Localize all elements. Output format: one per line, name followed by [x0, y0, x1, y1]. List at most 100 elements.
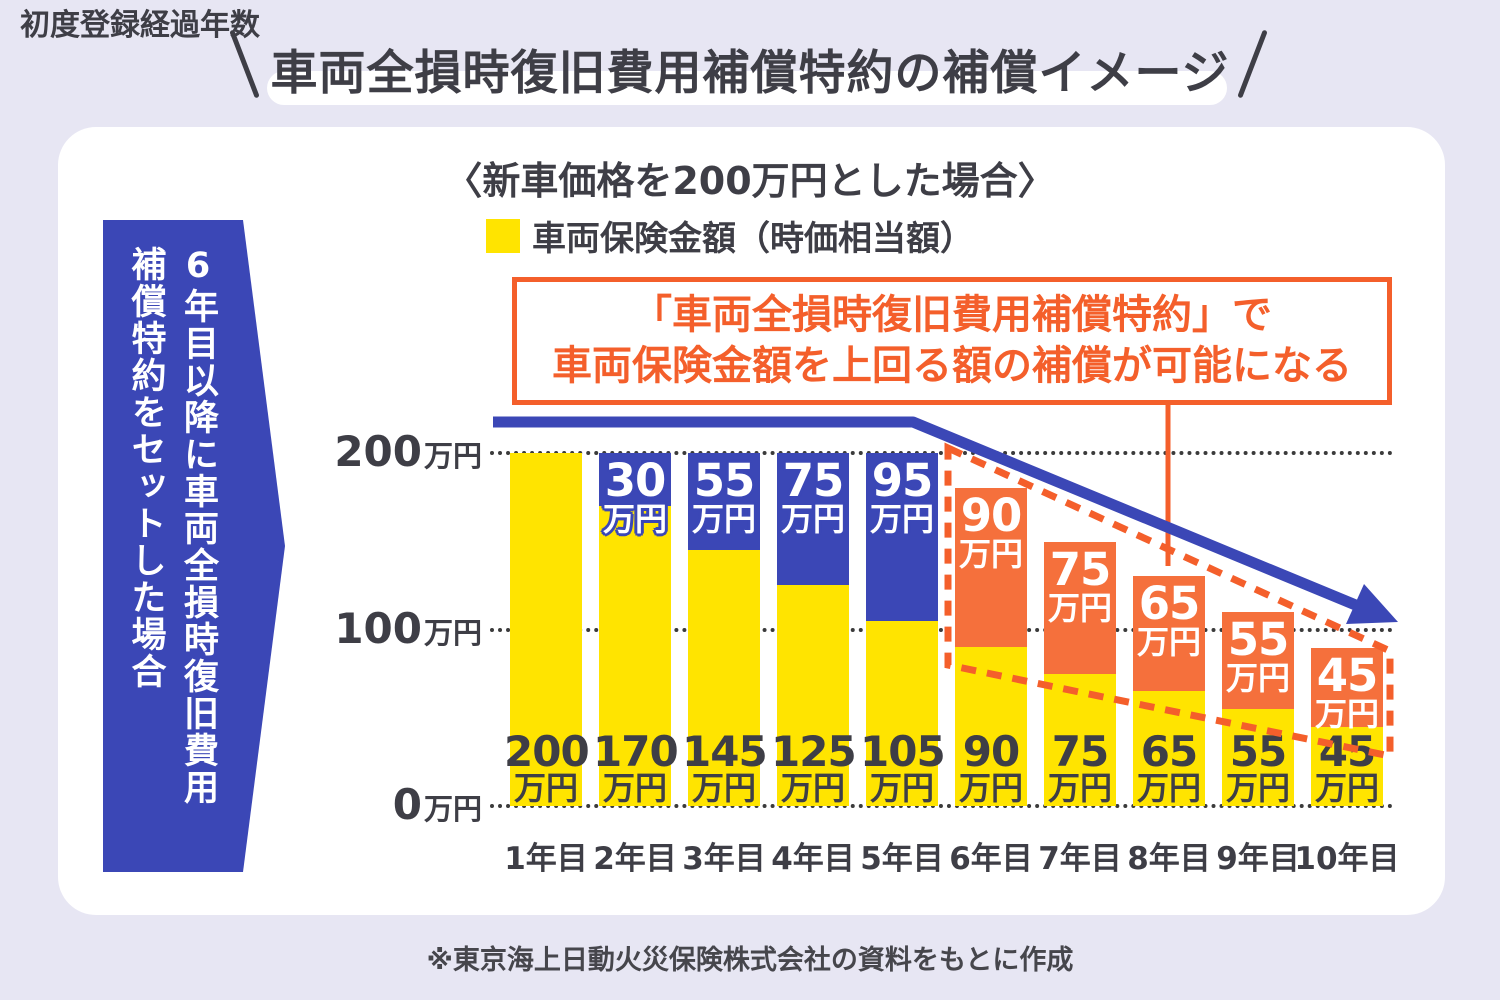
side-banner-line-2: 補償特約をセットした場合 [125, 246, 166, 690]
extra-amount-label-unit: 万円 [869, 499, 934, 538]
extra-amount-label-number: 95 [871, 454, 934, 507]
x-axis-label: 1年目 [504, 841, 588, 877]
bar-segment-insured: 75 万円 [1044, 674, 1116, 806]
y-axis-tick-unit: 万円 [423, 792, 482, 826]
side-banner-line-1: 6年目以降に車両全損時復旧費用 [178, 246, 218, 806]
source-footnote: ※東京海上日動火災保険株式会社の資料をもとに作成 [426, 945, 1074, 976]
x-axis-label: 4年目 [771, 841, 855, 877]
insured-amount-label-number: 90 [962, 727, 1020, 777]
insured-amount-label-number: 75 [1051, 727, 1109, 777]
bar-segment-extra: 95 万円 [866, 453, 938, 621]
insured-amount-label-unit: 万円 [1136, 769, 1201, 807]
bar-segment-extra: 55 万円 [1222, 612, 1294, 709]
bar-segment-insured: 105 万円 [860, 621, 946, 806]
bar-segment-insured: 55 万円 [1222, 709, 1294, 806]
insured-amount-label-number: 170 [593, 727, 679, 777]
gridline-0 [490, 804, 1393, 808]
extra-amount-label-unit: 万円 [1225, 658, 1290, 697]
x-axis-label: 5年目 [860, 841, 944, 877]
bar-segment-insured: 65 万円 [1133, 691, 1205, 806]
x-axis-label: 6年目 [949, 841, 1033, 877]
insured-amount-label-unit: 万円 [513, 769, 578, 807]
extra-amount-label-number: 55 [1227, 613, 1290, 666]
insured-amount-label-number: 55 [1229, 727, 1287, 777]
y-axis-tick-unit: 万円 [423, 439, 482, 473]
y-axis-tick-number: 0 [392, 780, 422, 829]
extra-amount-label-number: 55 [693, 454, 756, 507]
insured-amount-label: 45 万円 [1305, 727, 1389, 807]
bar-segment-extra: 75 万円 [777, 453, 849, 585]
insured-amount-label-number: 45 [1318, 727, 1376, 777]
extra-amount-label-unit: 万円 [780, 499, 845, 538]
callout-line-2: 車両保険金額を上回る額の補償が可能になる [552, 343, 1352, 389]
extra-amount-label-unit: 万円 [1136, 622, 1201, 661]
insured-amount-label-unit: 万円 [1047, 769, 1112, 807]
x-axis-label: 2年目 [593, 841, 677, 877]
bar-segment-extra: 45 万円 [1311, 648, 1383, 730]
insured-amount-label-number: 105 [860, 727, 946, 777]
legend-label: 車両保険金額（時価相当額） [532, 219, 974, 259]
extra-amount-label: 90 万円 [949, 493, 1033, 573]
extra-amount-label: 75 万円 [771, 454, 855, 538]
x-axis-label: 3年目 [682, 841, 766, 877]
insured-amount-label: 90 万円 [949, 727, 1033, 807]
bar-segment-extra: 90 万円 [955, 488, 1027, 647]
extra-amount-label-unit: 万円 [958, 534, 1023, 573]
extra-amount-label-number: 75 [782, 454, 845, 507]
bar-segment-insured: 125 万円 [771, 585, 857, 806]
insured-amount-label: 65 万円 [1127, 727, 1211, 807]
insured-amount-label-unit: 万円 [780, 769, 845, 807]
title-highlight-pill [267, 71, 1227, 105]
extra-amount-label: 45 万円 [1305, 649, 1389, 733]
bar-segment-insured: 170 万円 [593, 506, 679, 806]
y-axis-tick-unit: 万円 [423, 616, 482, 650]
x-axis-label: 9年目 [1216, 841, 1300, 877]
y-axis-label: 200 万円 [240, 431, 482, 473]
bar-segment-insured: 200 万円 [504, 453, 590, 806]
x-axis-label: 10年目 [1294, 841, 1400, 877]
insured-amount-label-number: 200 [504, 727, 590, 777]
extra-amount-label-number: 65 [1138, 577, 1201, 630]
insured-amount-label: 125 万円 [771, 727, 857, 807]
extra-amount-label: 95 万円 [860, 454, 944, 538]
insured-amount-label-unit: 万円 [958, 769, 1023, 807]
y-axis-label: 100 万円 [240, 608, 482, 650]
x-axis-label: 8年目 [1127, 841, 1211, 877]
y-axis-tick-number: 200 [334, 427, 422, 476]
extra-amount-label: 30 万円 [593, 454, 677, 538]
page-title: 車両全損時復旧費用補償特約の補償イメージ [270, 46, 1230, 101]
insured-amount-label-number: 125 [771, 727, 857, 777]
extra-amount-label-unit: 万円 [1047, 588, 1112, 627]
extra-amount-label-number: 30 [604, 454, 667, 507]
rider-callout-box: 「車両全損時復旧費用補償特約」で 車両保険金額を上回る額の補償が可能になる [512, 277, 1392, 405]
extra-amount-label-unit: 万円 [1314, 694, 1379, 733]
extra-amount-label-number: 45 [1316, 649, 1379, 702]
y-axis-tick-number: 100 [334, 604, 422, 653]
legend: 車両保険金額（時価相当額） [486, 211, 974, 260]
y-axis-label: 0 万円 [240, 784, 482, 826]
bar-segment-insured: 45 万円 [1311, 727, 1383, 806]
callout-line-1: 「車両全損時復旧費用補償特約」で [632, 292, 1272, 339]
insured-amount-label-unit: 万円 [602, 769, 667, 807]
insured-amount-label-number: 65 [1140, 727, 1198, 777]
bar-segment-extra: 30 万円 [599, 453, 671, 535]
insured-amount-label: 55 万円 [1216, 727, 1300, 807]
gridline-100 [490, 628, 1393, 632]
legend-yellow-swatch [486, 218, 520, 253]
extra-amount-label-unit: 万円 [602, 499, 667, 538]
bar-segment-insured: 145 万円 [682, 550, 768, 806]
insured-amount-label-unit: 万円 [1314, 769, 1379, 807]
chart-subtitle: 〈新車価格を200万円とした場合〉 [444, 159, 1056, 203]
insured-amount-label: 145 万円 [682, 727, 768, 807]
insured-amount-label-unit: 万円 [1225, 769, 1290, 807]
extra-amount-label: 65 万円 [1127, 577, 1211, 661]
x-axis-label: 7年目 [1038, 841, 1122, 877]
insured-amount-label: 200 万円 [504, 727, 590, 807]
insured-amount-label-number: 145 [682, 727, 768, 777]
bar-segment-insured: 90 万円 [955, 647, 1027, 806]
insured-amount-label: 75 万円 [1038, 727, 1122, 807]
insured-amount-label-unit: 万円 [691, 769, 756, 807]
extra-amount-label-unit: 万円 [691, 499, 756, 538]
extra-amount-label: 55 万円 [1216, 613, 1300, 697]
